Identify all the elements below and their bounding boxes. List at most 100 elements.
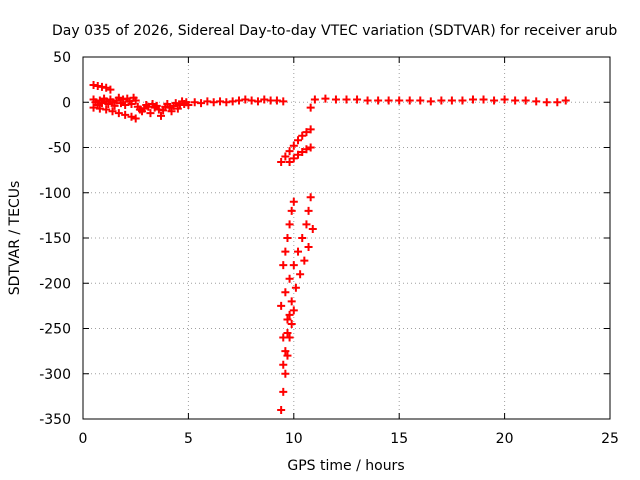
- data-point-marker: [281, 247, 290, 256]
- data-point-marker: [279, 360, 288, 369]
- data-point-marker: [289, 261, 298, 270]
- data-point-marker: [384, 96, 393, 105]
- data-point-marker: [294, 247, 303, 256]
- data-point-marker: [294, 150, 303, 159]
- data-point-marker: [321, 94, 330, 103]
- data-point-marker: [306, 143, 315, 152]
- data-point-marker: [108, 107, 117, 116]
- data-point-marker: [374, 96, 383, 105]
- data-point-marker: [468, 95, 477, 104]
- data-point-marker: [405, 96, 414, 105]
- x-tick-label: 15: [390, 431, 408, 447]
- data-point-marker: [426, 97, 435, 106]
- x-axis-label: GPS time / hours: [287, 458, 404, 474]
- data-point-marker: [131, 96, 140, 105]
- data-point-marker: [114, 109, 123, 118]
- data-point-marker: [131, 114, 140, 123]
- data-point-marker: [553, 98, 562, 107]
- data-point-marker: [281, 369, 290, 378]
- series-3: [277, 125, 315, 166]
- data-point-marker: [281, 152, 290, 161]
- data-point-marker: [121, 110, 130, 119]
- data-point-marker: [285, 310, 294, 319]
- data-point-marker: [283, 329, 292, 338]
- data-point-marker: [277, 405, 286, 414]
- data-point-marker: [304, 206, 313, 215]
- x-axis-ticks: 0 5 10 15 20 25: [79, 57, 619, 447]
- data-point-marker: [298, 148, 307, 157]
- data-point-marker: [304, 243, 313, 252]
- data-point-marker: [310, 95, 319, 104]
- x-tick-label: 25: [601, 431, 619, 447]
- data-point-marker: [102, 83, 111, 92]
- data-point-marker: [283, 351, 292, 360]
- data-point-marker: [532, 97, 541, 106]
- data-point-marker: [285, 333, 294, 342]
- data-point-marker: [353, 95, 362, 104]
- data-point-marker: [285, 147, 294, 156]
- data-point-marker: [277, 157, 286, 166]
- data-point-marker: [437, 96, 446, 105]
- series-2: [310, 94, 570, 107]
- y-tick-label: -150: [39, 231, 71, 247]
- x-tick-label: 20: [496, 431, 514, 447]
- data-point-marker: [302, 128, 311, 137]
- data-point-marker: [287, 297, 296, 306]
- data-point-marker: [302, 220, 311, 229]
- data-point-marker: [171, 99, 180, 108]
- x-tick-label: 10: [285, 431, 303, 447]
- data-point-marker: [298, 234, 307, 242]
- data-point-marker: [447, 96, 456, 105]
- data-point-marker: [342, 95, 351, 104]
- data-point-marker: [127, 100, 136, 109]
- data-point-marker: [306, 103, 315, 112]
- data-point-marker: [281, 288, 290, 297]
- data-point-marker: [306, 125, 315, 134]
- data-point-marker: [363, 96, 372, 105]
- series-1: [89, 81, 315, 123]
- y-tick-label: 0: [62, 95, 71, 111]
- y-tick-label: -300: [39, 367, 71, 383]
- y-tick-label: -250: [39, 322, 71, 338]
- data-point-marker: [294, 136, 303, 145]
- data-point-marker: [289, 306, 298, 315]
- data-point-marker: [146, 109, 155, 118]
- data-point-marker: [93, 100, 102, 109]
- data-point-marker: [110, 101, 119, 110]
- y-tick-label: 50: [53, 50, 71, 66]
- data-point-marker: [308, 224, 317, 233]
- data-point-marker: [279, 97, 288, 106]
- data-point-marker: [281, 347, 290, 356]
- data-point-marker: [287, 206, 296, 215]
- data-point-marker: [253, 97, 262, 106]
- data-point-marker: [300, 256, 309, 265]
- data-point-marker: [521, 96, 530, 105]
- x-tick-label: 0: [79, 431, 88, 447]
- data-point-marker: [561, 96, 570, 105]
- data-point-marker: [279, 387, 288, 396]
- series-4: [277, 193, 317, 414]
- data-point-marker: [106, 85, 115, 94]
- data-point-marker: [479, 95, 488, 104]
- data-point-marker: [285, 274, 294, 283]
- data-point-marker: [287, 319, 296, 328]
- plot-frame: [82, 56, 611, 420]
- data-point-marker: [197, 99, 206, 108]
- data-point-marker: [302, 145, 311, 154]
- data-point-marker: [114, 93, 123, 102]
- data-point-marker: [184, 100, 193, 109]
- data-point-marker: [102, 105, 111, 114]
- data-points: [89, 81, 570, 414]
- data-point-marker: [277, 301, 286, 310]
- data-point-marker: [306, 193, 315, 202]
- y-axis-label: SDTVAR / TECUs: [7, 181, 23, 296]
- data-point-marker: [395, 96, 404, 105]
- data-point-marker: [283, 315, 292, 324]
- data-point-marker: [511, 96, 520, 105]
- data-point-marker: [458, 96, 467, 105]
- data-point-marker: [291, 283, 300, 292]
- data-point-marker: [167, 107, 176, 116]
- data-point-marker: [296, 270, 305, 279]
- data-point-marker: [127, 112, 136, 121]
